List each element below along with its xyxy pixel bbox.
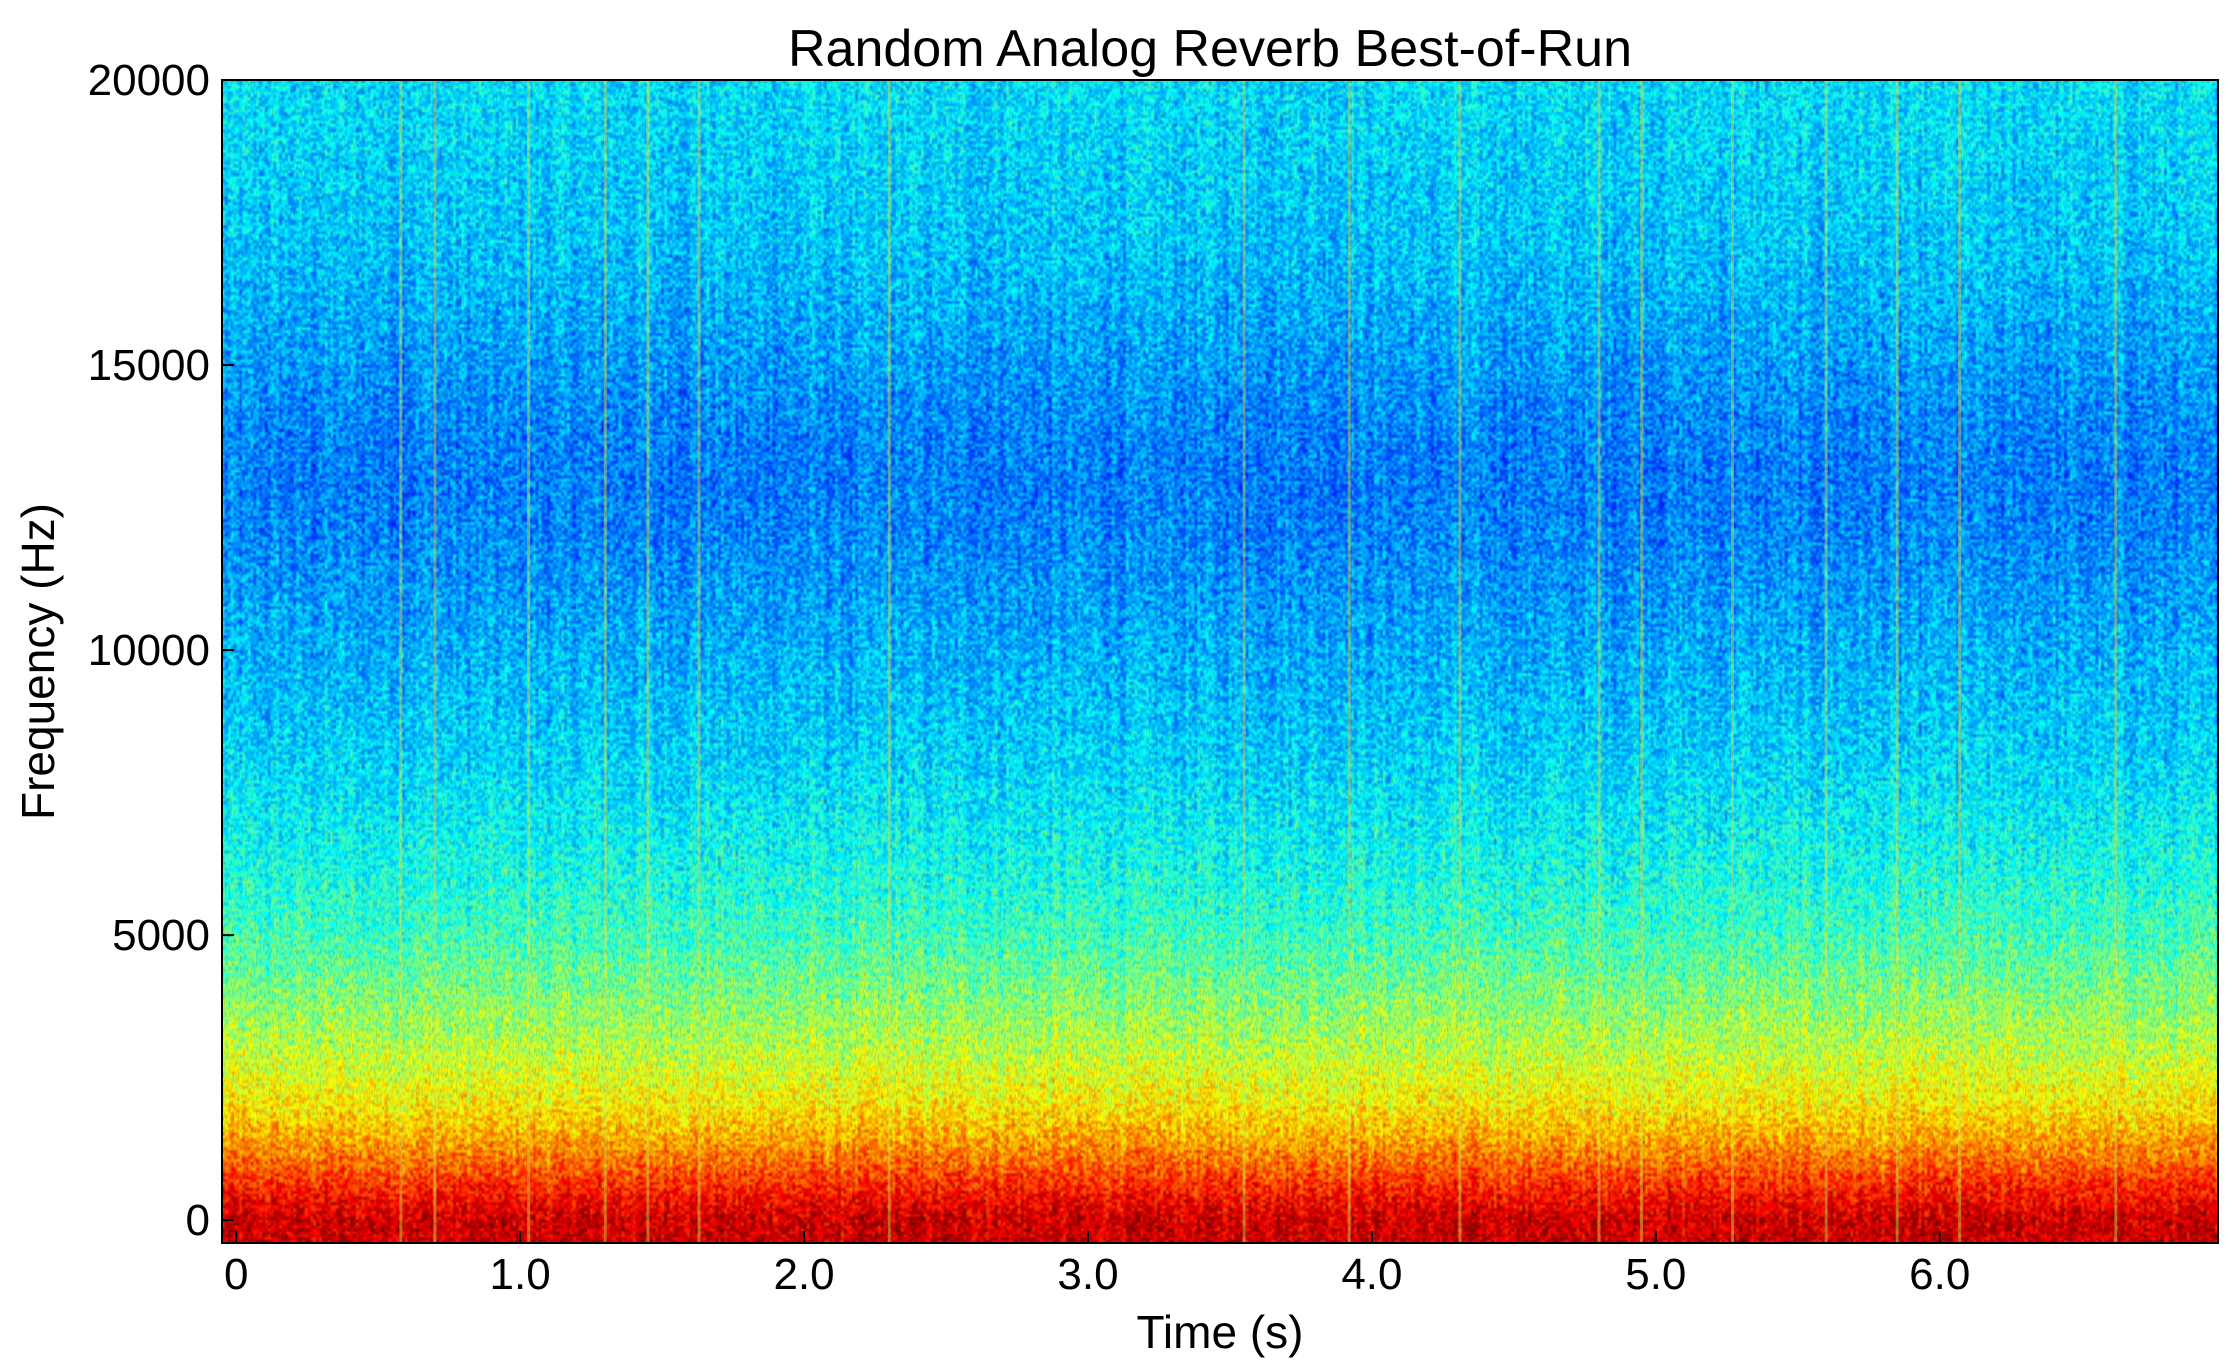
y-tick-label: 15000 — [88, 341, 210, 390]
plot-area — [221, 79, 2219, 1244]
x-tick-label: 6.0 — [1909, 1250, 1970, 1299]
x-axis-label: Time (s) — [1137, 1306, 1304, 1358]
y-tick-label: 10000 — [88, 626, 210, 675]
x-tick-label: 5.0 — [1625, 1250, 1686, 1299]
y-tick-label: 20000 — [88, 56, 210, 105]
chart-title: Random Analog Reverb Best-of-Run — [788, 20, 1632, 78]
x-tick-label: 2.0 — [773, 1250, 834, 1299]
x-axis: 0 1.0 2.0 3.0 4.0 5.0 6.0 — [224, 1231, 1970, 1299]
y-tick-label: 0 — [186, 1196, 210, 1245]
x-tick-label: 4.0 — [1341, 1250, 1402, 1299]
y-axis: 0 5000 10000 15000 20000 — [88, 56, 234, 1245]
x-tick-label: 0 — [224, 1250, 248, 1299]
x-tick-label: 1.0 — [490, 1250, 551, 1299]
plot-frame — [221, 79, 2219, 1244]
y-axis-label: Frequency (Hz) — [12, 503, 64, 820]
noise-texture — [222, 80, 2218, 1243]
y-tick-label: 5000 — [112, 911, 210, 960]
x-tick-label: 3.0 — [1057, 1250, 1118, 1299]
